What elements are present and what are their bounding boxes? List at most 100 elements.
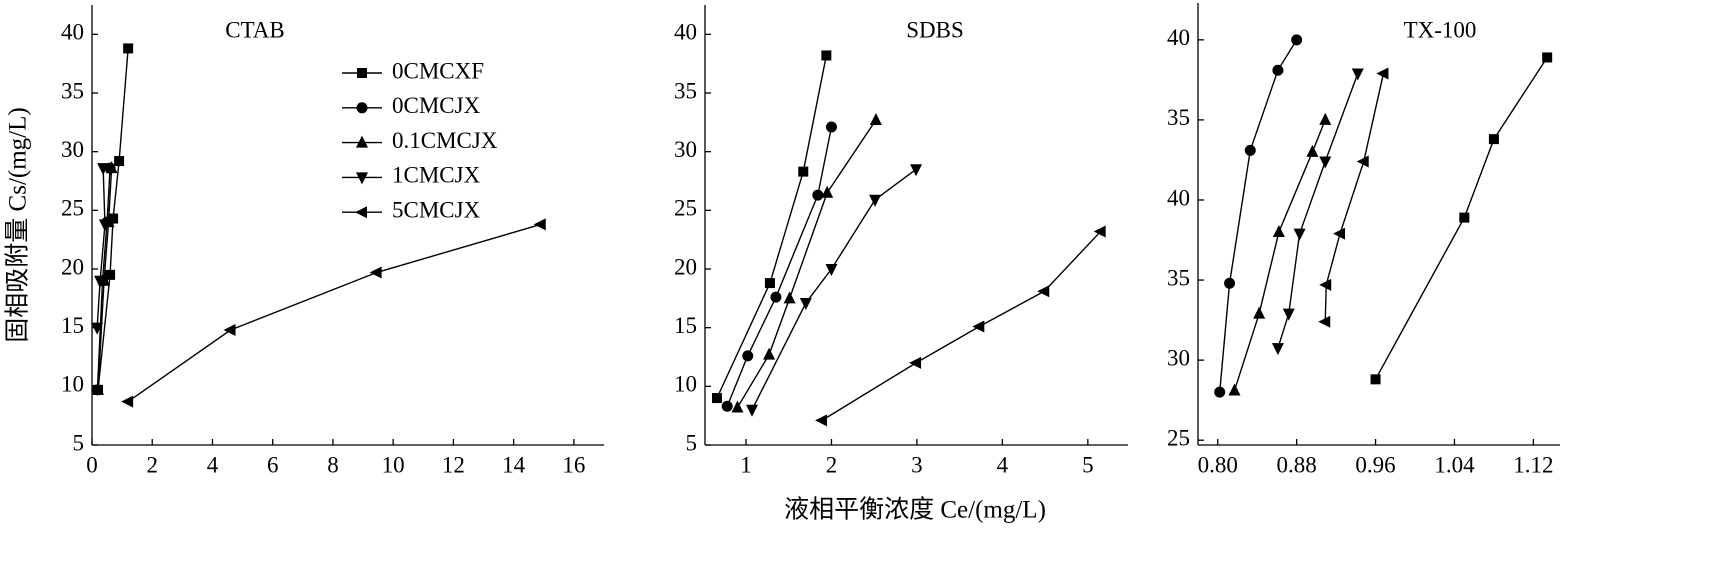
marker bbox=[1318, 315, 1331, 328]
marker bbox=[825, 121, 837, 133]
x-tick-label: 0.80 bbox=[1198, 452, 1238, 477]
marker bbox=[798, 166, 809, 177]
marker bbox=[764, 278, 775, 289]
marker bbox=[533, 218, 546, 231]
x-tick-label: 1.04 bbox=[1434, 452, 1475, 477]
y-tick-label: 35 bbox=[1167, 105, 1190, 130]
chart-title: CTAB bbox=[225, 17, 285, 42]
chart-title: SDBS bbox=[906, 17, 964, 42]
x-tick-label: 12 bbox=[442, 452, 465, 477]
x-tick-label: 0.88 bbox=[1277, 452, 1317, 477]
marker bbox=[1319, 112, 1332, 125]
marker bbox=[1351, 68, 1364, 81]
marker bbox=[812, 189, 824, 201]
series-line bbox=[1277, 73, 1359, 349]
marker bbox=[1370, 374, 1381, 385]
y-tick-label: 15 bbox=[61, 313, 84, 338]
y-tick-label: 30 bbox=[674, 137, 697, 162]
marker bbox=[355, 206, 367, 219]
series-line bbox=[1324, 73, 1385, 322]
marker bbox=[1488, 134, 1499, 145]
x-tick-label: 2 bbox=[826, 452, 838, 477]
y-tick-label: 5 bbox=[73, 430, 85, 455]
series-line bbox=[97, 168, 113, 390]
marker bbox=[121, 395, 134, 408]
marker bbox=[114, 156, 125, 167]
series-line bbox=[751, 168, 917, 411]
y-tick-label: 30 bbox=[1167, 345, 1190, 370]
x-tick-label: 16 bbox=[562, 452, 585, 477]
marker bbox=[1319, 156, 1332, 169]
legend-label: 0CMCJX bbox=[392, 93, 481, 118]
marker bbox=[799, 298, 812, 311]
marker bbox=[356, 172, 368, 185]
marker bbox=[1282, 308, 1295, 321]
y-tick-label: 15 bbox=[674, 313, 697, 338]
series-line bbox=[736, 119, 877, 408]
marker bbox=[1271, 343, 1284, 356]
marker bbox=[821, 185, 834, 198]
marker bbox=[721, 400, 733, 412]
marker bbox=[1224, 277, 1236, 289]
y-tick-label: 30 bbox=[61, 137, 84, 162]
series-line bbox=[127, 223, 541, 403]
series-line bbox=[726, 126, 833, 407]
marker bbox=[357, 68, 367, 78]
marker bbox=[105, 269, 116, 280]
legend-label: 0.1CMCJX bbox=[392, 128, 498, 153]
marker bbox=[369, 266, 382, 279]
series-line bbox=[96, 168, 106, 328]
marker bbox=[1333, 227, 1346, 240]
x-tick-label: 8 bbox=[327, 452, 339, 477]
marker bbox=[1214, 386, 1226, 398]
x-tick-label: 3 bbox=[911, 452, 923, 477]
marker bbox=[1272, 64, 1284, 76]
marker bbox=[1228, 383, 1241, 396]
marker bbox=[1542, 52, 1553, 63]
marker bbox=[1293, 228, 1306, 241]
marker bbox=[1253, 306, 1266, 319]
marker bbox=[711, 393, 722, 404]
marker bbox=[910, 164, 923, 177]
marker bbox=[1319, 278, 1332, 291]
y-tick-label: 5 bbox=[686, 430, 698, 455]
marker bbox=[972, 320, 985, 333]
marker bbox=[1291, 34, 1303, 46]
marker bbox=[770, 291, 782, 303]
marker bbox=[742, 350, 754, 362]
x-tick-label: 6 bbox=[267, 452, 279, 477]
legend-label: 0CMCXF bbox=[392, 58, 484, 83]
series-line bbox=[96, 168, 111, 390]
x-tick-label: 14 bbox=[502, 452, 526, 477]
marker bbox=[746, 404, 758, 417]
y-tick-label: 40 bbox=[1167, 25, 1190, 50]
x-tick-label: 1 bbox=[740, 452, 752, 477]
x-tick-label: 0.96 bbox=[1355, 452, 1395, 477]
y-tick-label: 40 bbox=[61, 20, 84, 45]
y-tick-label: 35 bbox=[1167, 265, 1190, 290]
marker bbox=[91, 322, 104, 335]
marker bbox=[763, 347, 776, 360]
x-tick-label: 2 bbox=[146, 452, 158, 477]
marker bbox=[108, 213, 119, 224]
marker bbox=[1244, 144, 1256, 156]
marker bbox=[731, 400, 744, 413]
legend-label: 5CMCJX bbox=[392, 197, 481, 222]
y-tick-label: 10 bbox=[674, 372, 697, 397]
marker bbox=[815, 414, 828, 427]
x-tick-label: 1.12 bbox=[1513, 452, 1553, 477]
y-tick-label: 25 bbox=[674, 196, 697, 221]
y-tick-label: 35 bbox=[61, 78, 84, 103]
y-tick-label: 10 bbox=[61, 372, 84, 397]
marker bbox=[821, 50, 832, 61]
legend-label: 1CMCJX bbox=[392, 163, 481, 188]
marker bbox=[94, 275, 107, 288]
y-tick-label: 40 bbox=[674, 20, 697, 45]
marker bbox=[1376, 67, 1389, 80]
y-tick-label: 20 bbox=[674, 254, 697, 279]
marker bbox=[92, 382, 105, 395]
marker bbox=[825, 264, 838, 276]
marker bbox=[97, 163, 110, 176]
marker bbox=[223, 324, 236, 337]
